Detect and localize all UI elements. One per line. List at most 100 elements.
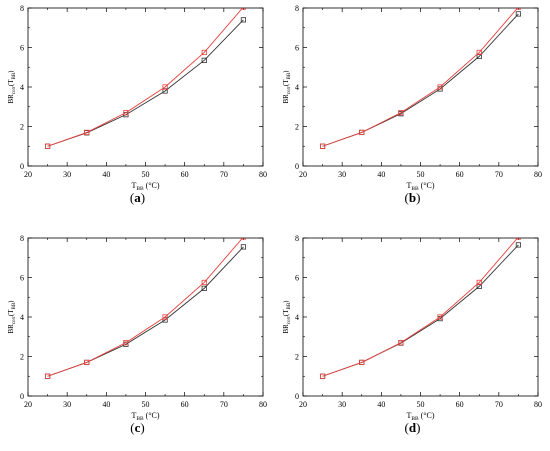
x-tick-label: 30 bbox=[338, 400, 346, 409]
y-axis-label: BRcorr(TBB) bbox=[7, 70, 17, 104]
x-tick-label: 50 bbox=[417, 400, 425, 409]
series-2-point bbox=[201, 49, 207, 56]
chart-panel-c: 20 30 40 50 60 70 80 0 2 4 6 8 TBB (°C) BRcorr(TBB) (… bbox=[0, 230, 275, 451]
chart-panel-a: 20 30 40 50 60 70 80 0 2 4 6 8 TBB (°C) BRcorr(TBB) (… bbox=[0, 0, 275, 221]
series-2-line bbox=[322, 238, 519, 377]
series-1 bbox=[319, 242, 522, 379]
series-1 bbox=[44, 17, 247, 149]
x-axis-label: TBB (°C) bbox=[406, 181, 434, 192]
y-axis-label: BRcorr(TBB) bbox=[282, 70, 292, 104]
series-1-point bbox=[476, 53, 482, 59]
x-tick-label: 70 bbox=[220, 170, 228, 179]
y-tick-label: 4 bbox=[295, 83, 299, 92]
caption-b: (b) bbox=[404, 190, 421, 205]
x-tick-label: 80 bbox=[534, 170, 542, 179]
series-2-point bbox=[437, 314, 443, 320]
x-tick-label: 20 bbox=[299, 400, 307, 409]
y-tick-label: 0 bbox=[20, 162, 24, 171]
y-tick-label: 8 bbox=[20, 4, 24, 13]
chart-panel-b: 20 30 40 50 60 70 80 0 2 4 6 8 TBB (°C) BRcorr(TBB) (… bbox=[275, 0, 550, 221]
x-tick-label: 70 bbox=[495, 170, 503, 179]
series-1-point bbox=[240, 17, 247, 23]
chart-svg-c: 20 30 40 50 60 70 80 0 2 4 6 8 TBB (°C) BRcorr(TBB) bbox=[7, 234, 267, 422]
series-2-point bbox=[476, 279, 482, 286]
series-1-point bbox=[515, 242, 522, 248]
y-tick-label: 8 bbox=[20, 234, 24, 243]
x-axis-label: TBB (°C) bbox=[131, 411, 159, 422]
series-2-point bbox=[123, 110, 129, 116]
x-tick-label: 40 bbox=[102, 170, 110, 179]
series-2-point bbox=[515, 238, 522, 240]
x-tick-label: 80 bbox=[534, 400, 542, 409]
y-tick-label: 4 bbox=[295, 313, 299, 322]
x-tick-label: 70 bbox=[220, 400, 228, 409]
series-2-point bbox=[359, 359, 365, 366]
x-tick-label: 50 bbox=[142, 400, 150, 409]
x-tick-label: 20 bbox=[24, 400, 32, 409]
plot-frame bbox=[302, 7, 539, 167]
series-1-point bbox=[162, 317, 168, 323]
series-1-point bbox=[515, 11, 522, 17]
y-tick-label: 8 bbox=[295, 4, 299, 13]
series-2-line bbox=[47, 8, 244, 147]
series-1-point bbox=[201, 57, 207, 63]
series-2-point bbox=[319, 143, 326, 149]
series-1-point bbox=[162, 88, 168, 94]
x-tick-label: 80 bbox=[259, 170, 267, 179]
series-2-point bbox=[84, 359, 90, 366]
chart-svg-d: 20 30 40 50 60 70 80 0 2 4 6 8 TBB (°C) BRcorr(TBB) bbox=[282, 234, 542, 422]
y-tick-label: 8 bbox=[295, 234, 299, 243]
plot-frame bbox=[27, 7, 264, 167]
y-axis-label: BRcorr(TBB) bbox=[7, 300, 17, 334]
y-tick-label: 4 bbox=[20, 313, 24, 322]
series-2-point bbox=[162, 314, 168, 320]
x-tick-label: 60 bbox=[181, 400, 189, 409]
caption-d: (d) bbox=[404, 420, 421, 435]
series-1-point bbox=[240, 244, 247, 250]
series-2-point bbox=[84, 129, 90, 136]
chart-svg-b: 20 30 40 50 60 70 80 0 2 4 6 8 TBB (°C) BRcorr(TBB) bbox=[282, 4, 542, 192]
x-tick-label: 50 bbox=[142, 170, 150, 179]
series-2-point bbox=[162, 84, 168, 90]
x-tick-label: 30 bbox=[63, 400, 71, 409]
x-tick-label: 20 bbox=[24, 170, 32, 179]
series-2-point bbox=[44, 143, 51, 149]
series-2-point bbox=[476, 49, 482, 56]
x-tick-label: 30 bbox=[338, 170, 346, 179]
series-2-point bbox=[398, 340, 404, 346]
y-tick-label: 0 bbox=[20, 392, 24, 401]
series-1-point bbox=[476, 283, 482, 289]
series-1-line bbox=[322, 13, 519, 147]
series-1 bbox=[44, 244, 247, 379]
y-tick-label: 2 bbox=[20, 123, 24, 132]
series-2-line bbox=[47, 238, 244, 377]
y-axis-label: BRcorr(TBB) bbox=[282, 300, 292, 334]
caption-a: (a) bbox=[129, 190, 146, 205]
x-tick-label: 60 bbox=[456, 400, 464, 409]
series-2-point bbox=[437, 84, 443, 90]
x-axis-label: TBB (°C) bbox=[131, 181, 159, 192]
y-tick-label: 2 bbox=[20, 353, 24, 362]
series-1-point bbox=[201, 285, 207, 291]
series-1 bbox=[319, 11, 522, 149]
y-tick-label: 0 bbox=[295, 392, 299, 401]
chart-svg-a: 20 30 40 50 60 70 80 0 2 4 6 8 TBB (°C) BRcorr(TBB) bbox=[7, 4, 267, 192]
series-2-point bbox=[319, 373, 326, 379]
y-tick-label: 6 bbox=[295, 44, 299, 53]
x-tick-label: 30 bbox=[63, 170, 71, 179]
y-tick-label: 0 bbox=[295, 162, 299, 171]
y-tick-label: 4 bbox=[20, 83, 24, 92]
y-tick-label: 6 bbox=[295, 274, 299, 283]
series-2 bbox=[319, 8, 522, 149]
y-tick-label: 6 bbox=[20, 44, 24, 53]
series-1-line bbox=[47, 246, 244, 377]
x-tick-label: 60 bbox=[181, 170, 189, 179]
x-tick-label: 80 bbox=[259, 400, 267, 409]
y-tick-label: 6 bbox=[20, 274, 24, 283]
series-2-point bbox=[240, 8, 247, 10]
series-2-point bbox=[201, 279, 207, 286]
series-1-line bbox=[322, 244, 519, 377]
x-tick-label: 50 bbox=[417, 170, 425, 179]
caption-c: (c) bbox=[130, 420, 145, 435]
series-2-point bbox=[398, 110, 404, 116]
